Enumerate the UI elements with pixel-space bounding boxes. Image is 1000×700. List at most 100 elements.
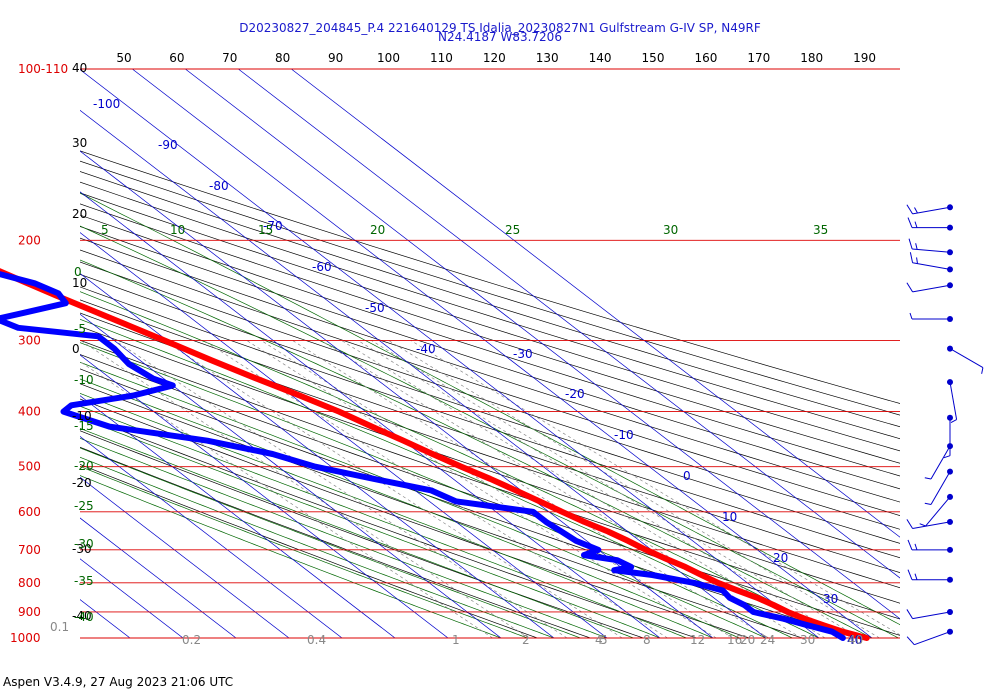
mixing-ratio-line xyxy=(80,340,529,638)
dry-adiabat xyxy=(80,463,538,638)
moist-adiabat-label: -20 xyxy=(74,459,94,473)
wind-barb xyxy=(906,282,953,293)
dry-adiabat xyxy=(80,150,900,404)
dry-adiabat xyxy=(80,192,900,452)
isotherm xyxy=(185,69,900,620)
dry-adiabat xyxy=(80,226,900,490)
isotherm xyxy=(80,436,343,638)
moist-adiabat xyxy=(80,192,900,626)
wind-barb xyxy=(947,379,958,423)
grid-lines xyxy=(80,69,900,638)
moist-adiabat-top-label: 35 xyxy=(813,223,828,237)
isotherm xyxy=(80,272,555,638)
pressure-label: 600 xyxy=(18,505,41,519)
pressure-label: 800 xyxy=(18,576,41,590)
wind-barb-flag xyxy=(907,569,913,580)
pressure-label: 900 xyxy=(18,605,41,619)
wind-barb-staff xyxy=(912,206,951,215)
footer-text: Aspen V3.4.9, 27 Aug 2023 21:06 UTC xyxy=(3,675,234,689)
wind-barb-staff xyxy=(912,284,951,293)
moist-adiabat-top-label: 5 xyxy=(101,223,109,237)
mixing-ratio-line xyxy=(80,361,493,638)
isotherm xyxy=(80,69,820,638)
dewpoint-profile xyxy=(0,271,846,641)
mixing-ratio-line xyxy=(410,340,900,636)
dry-adiabat xyxy=(80,383,803,638)
wind-barb-flag xyxy=(906,609,914,619)
dry-adiabat xyxy=(80,261,900,530)
wind-barb xyxy=(906,518,953,529)
wind-barb-staff xyxy=(912,248,951,253)
mixing-ratio-line xyxy=(114,340,568,638)
wind-barb xyxy=(907,569,953,583)
moist-adiabat xyxy=(80,447,581,638)
dry-adiabat-label: 20 xyxy=(72,207,87,221)
isotherm xyxy=(80,517,237,638)
moist-adiabat-label: -25 xyxy=(74,499,94,513)
temperature-profile xyxy=(0,268,870,641)
wind-barb-flag xyxy=(907,217,913,228)
wind-barb xyxy=(906,204,953,215)
isotherm-label: -70 xyxy=(263,219,283,233)
wind-barb xyxy=(906,609,953,620)
pressure-label: 100-110 xyxy=(18,62,68,76)
pressure-label: 200 xyxy=(18,233,41,247)
isotherm-label: 40 xyxy=(847,633,862,647)
wind-barb-flag xyxy=(908,238,913,250)
moist-adiabat-label: -10 xyxy=(74,373,94,387)
moist-adiabat xyxy=(80,378,740,638)
isotherm xyxy=(291,69,900,538)
moist-adiabat xyxy=(80,405,687,638)
wind-barb xyxy=(906,628,953,646)
isotherm-label: -40 xyxy=(416,342,436,356)
mixing-ratio-line xyxy=(246,340,717,638)
dry-adiabat-label: -10 xyxy=(72,409,92,423)
mixing-ratio-label: 16 xyxy=(727,633,742,647)
chart-title-line2: N24.4187 W83.7206 xyxy=(438,30,562,44)
chart-grid xyxy=(80,68,900,639)
dry-adiabat xyxy=(80,299,900,573)
moist-adiabat-top-label: 10 xyxy=(170,223,185,237)
top-scale-label: 90 xyxy=(328,51,343,65)
wind-barb-staff xyxy=(925,496,951,527)
wind-barb-half xyxy=(914,221,918,228)
mixing-ratio-label: 5 xyxy=(600,633,608,647)
dry-adiabat xyxy=(80,398,750,638)
dry-adiabat xyxy=(80,214,900,477)
dry-adiabat xyxy=(80,286,900,559)
dry-adiabat xyxy=(80,181,900,440)
wind-barb xyxy=(943,414,953,459)
top-scale-label: 70 xyxy=(222,51,237,65)
wind-barb xyxy=(908,238,953,256)
dry-adiabat-label: -40 xyxy=(72,609,92,623)
moist-adiabat-top-label: 20 xyxy=(370,223,385,237)
mixing-ratio-line xyxy=(292,340,769,638)
isotherm xyxy=(80,354,449,638)
dry-adiabat-label: 40 xyxy=(72,61,87,75)
wind-barb-half xyxy=(943,455,951,459)
moist-adiabat xyxy=(80,259,873,638)
moist-adiabat xyxy=(80,456,555,638)
wind-barb-half xyxy=(909,312,913,320)
isotherm-label: 0 xyxy=(683,469,691,483)
moist-adiabat-label: -15 xyxy=(74,419,94,433)
moist-adiabat xyxy=(80,225,899,638)
dry-adiabat-label: 30 xyxy=(72,136,87,150)
mixing-ratio-line xyxy=(388,340,880,638)
moist-adiabat-label: -30 xyxy=(74,537,94,551)
dry-adiabat-label: 10 xyxy=(72,276,87,290)
isotherm-label: -20 xyxy=(565,387,585,401)
mixing-ratio-label: 0.4 xyxy=(307,633,326,647)
top-scale-label: 170 xyxy=(747,51,770,65)
mixing-ratio-label: 0.1 xyxy=(50,620,69,634)
wind-barb-half xyxy=(914,543,918,551)
pressure-label: 1000 xyxy=(10,631,41,645)
wind-barb-flag xyxy=(906,636,915,646)
dry-adiabat-label: 0 xyxy=(72,342,80,356)
pressure-label: 700 xyxy=(18,543,41,557)
mixing-ratio-label: 12 xyxy=(690,633,705,647)
top-scale-label: 60 xyxy=(169,51,184,65)
wind-barb-half xyxy=(914,573,918,580)
isotherm xyxy=(80,191,661,638)
